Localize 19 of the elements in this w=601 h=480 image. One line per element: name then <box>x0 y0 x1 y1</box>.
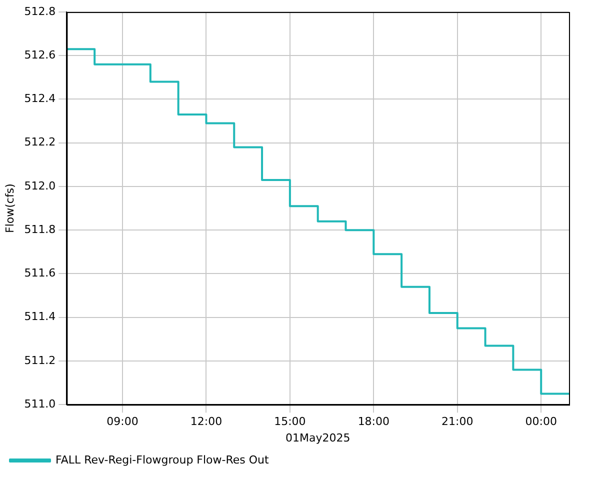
y-tick-label: 512.2 <box>24 136 56 149</box>
y-axis-title: Flow(cfs) <box>3 184 16 233</box>
y-tick-label: 512.6 <box>24 48 56 62</box>
y-tick-label: 512.4 <box>24 92 56 106</box>
legend-label: FALL Rev-Regi-Flowgroup Flow-Res Out <box>56 453 270 466</box>
x-tick-label: 21:00 <box>442 415 474 428</box>
y-tick-label: 511.2 <box>24 354 56 367</box>
x-tick-label: 09:00 <box>106 415 138 428</box>
y-tick-label: 511.6 <box>24 266 56 280</box>
x-axis-title: 01May2025 <box>285 431 350 444</box>
y-tick-label: 512.0 <box>24 179 56 192</box>
x-tick-label: 15:00 <box>274 415 306 428</box>
y-tick-label: 511.4 <box>24 310 56 324</box>
x-tick-label: 18:00 <box>358 415 390 428</box>
x-tick-label: 12:00 <box>190 415 222 428</box>
y-tick-label: 511.8 <box>24 222 56 236</box>
y-tick-label: 512.8 <box>24 4 56 18</box>
y-tick-label: 511.0 <box>24 397 56 410</box>
x-tick-label: 00:00 <box>525 415 557 428</box>
